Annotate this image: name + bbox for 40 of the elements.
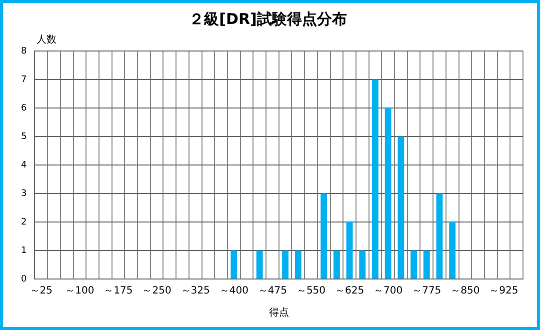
x-tick-label: ～325: [180, 286, 210, 297]
x-tick-label: ～250: [142, 286, 172, 297]
y-tick-label: 2: [20, 217, 27, 228]
y-axis-title: 人数: [36, 34, 57, 46]
x-tick-label: ～100: [65, 286, 94, 297]
bar: [333, 250, 340, 278]
x-tick-label: ～25: [30, 286, 53, 297]
x-tick-label: ～625: [334, 286, 364, 297]
x-tick-label: ～175: [104, 286, 133, 297]
bar: [282, 250, 288, 278]
y-tick-label: 5: [20, 132, 27, 142]
x-tick-label: ～850: [450, 286, 480, 297]
y-tick-label: 4: [20, 160, 27, 170]
y-tick-label: 0: [20, 274, 27, 284]
bar: [359, 250, 366, 278]
bar: [294, 250, 302, 278]
x-tick-label: ～700: [374, 286, 403, 297]
bar: [320, 194, 328, 278]
bar: [436, 194, 443, 278]
x-tick-label: ～775: [412, 286, 442, 297]
y-tick-label: 3: [20, 188, 27, 199]
x-tick-label: ～550: [296, 286, 326, 297]
bar: [372, 80, 378, 278]
bar: [346, 222, 353, 278]
x-tick-label: ～400: [219, 286, 248, 297]
x-axis-title: 得点: [268, 306, 289, 319]
y-tick-label: 1: [20, 246, 27, 256]
bar: [449, 222, 456, 278]
bar: [384, 108, 392, 278]
y-tick-label: 6: [20, 103, 27, 114]
x-tick-label: ～925: [489, 286, 518, 297]
y-tick-label: 8: [20, 46, 27, 56]
bar: [256, 250, 263, 278]
bar: [398, 136, 404, 278]
x-tick-label: ～475: [258, 286, 287, 297]
y-tick-label: 7: [20, 74, 27, 85]
chart-title: ２級[DR]試験得点分布: [189, 10, 347, 28]
bar: [410, 250, 417, 278]
bar: [230, 250, 238, 278]
bar: [423, 250, 430, 278]
